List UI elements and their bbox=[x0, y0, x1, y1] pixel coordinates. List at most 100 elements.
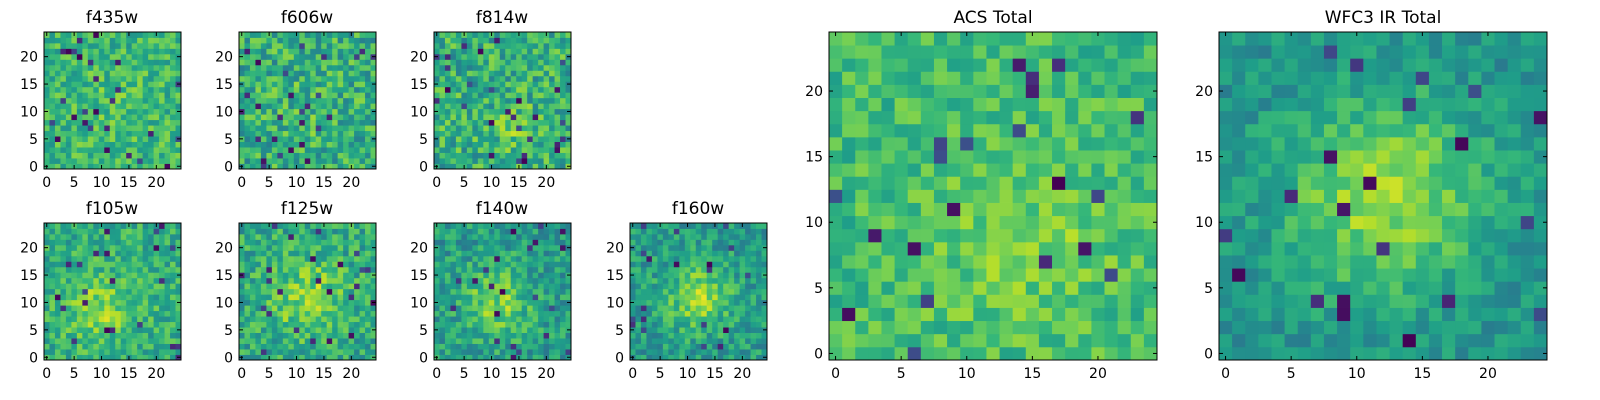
heatmap-cell bbox=[49, 53, 56, 60]
heatmap-cell bbox=[494, 327, 501, 333]
heatmap-cell bbox=[554, 233, 561, 240]
heatmap-cell bbox=[249, 97, 256, 104]
heatmap-cell bbox=[516, 152, 523, 159]
heatmap-cell bbox=[93, 70, 100, 77]
heatmap-cell bbox=[131, 48, 138, 55]
heatmap-cell bbox=[960, 320, 974, 335]
heatmap-cell bbox=[745, 343, 751, 350]
heatmap-cell bbox=[93, 349, 100, 355]
heatmap-cell bbox=[829, 163, 843, 177]
heatmap-cell bbox=[434, 321, 440, 328]
heatmap-cell bbox=[728, 316, 735, 323]
heatmap-cell bbox=[701, 305, 708, 312]
heatmap-cell bbox=[565, 37, 572, 44]
heatmap-cell bbox=[260, 32, 267, 38]
heatmap-cell bbox=[82, 299, 89, 306]
heatmap-cell bbox=[549, 32, 555, 38]
heatmap-cell bbox=[348, 349, 355, 355]
heatmap-cell bbox=[483, 354, 490, 361]
heatmap-cell bbox=[321, 239, 328, 246]
heatmap-cell bbox=[728, 239, 735, 246]
heatmap-cell bbox=[881, 333, 895, 348]
heatmap-cell bbox=[65, 125, 72, 132]
heatmap-cell bbox=[65, 119, 72, 126]
heatmap-cell bbox=[288, 354, 295, 361]
heatmap-cell bbox=[657, 266, 664, 273]
heatmap-cell bbox=[153, 349, 160, 355]
heatmap-cell bbox=[164, 42, 171, 49]
heatmap-cell bbox=[148, 349, 154, 355]
heatmap-cell bbox=[565, 114, 572, 121]
heatmap-cell bbox=[673, 305, 680, 312]
heatmap-cell bbox=[739, 283, 746, 290]
heatmap-cell bbox=[1143, 268, 1158, 282]
heatmap-cell bbox=[494, 272, 501, 279]
heatmap-cell bbox=[126, 338, 133, 344]
heatmap-cell bbox=[120, 228, 127, 235]
heatmap-cell bbox=[554, 288, 561, 295]
heatmap-cell bbox=[510, 327, 517, 333]
heatmap-cell bbox=[299, 152, 306, 159]
heatmap-cell bbox=[71, 283, 78, 290]
heatmap-cell bbox=[947, 268, 961, 282]
heatmap-cell bbox=[370, 338, 377, 344]
heatmap-cell bbox=[947, 255, 961, 269]
heatmap-cell bbox=[933, 268, 948, 282]
heatmap-cell bbox=[829, 307, 843, 322]
heatmap-cell bbox=[673, 288, 680, 295]
heatmap-cell bbox=[337, 277, 344, 284]
heatmap-cell bbox=[359, 349, 366, 355]
heatmap-cell bbox=[54, 332, 61, 339]
heatmap-cell bbox=[109, 343, 116, 350]
heatmap-cell bbox=[986, 268, 1000, 282]
heatmap-cell bbox=[271, 244, 278, 251]
heatmap-cell bbox=[1130, 346, 1145, 361]
heatmap-cell bbox=[532, 53, 539, 60]
heatmap-cell bbox=[706, 261, 713, 268]
heatmap-cell bbox=[761, 239, 768, 246]
heatmap-cell bbox=[538, 108, 544, 115]
heatmap-cell bbox=[855, 255, 869, 269]
heatmap-cell bbox=[326, 64, 333, 71]
heatmap-cell bbox=[829, 346, 843, 361]
heatmap-cell bbox=[175, 70, 182, 77]
heatmap-cell bbox=[543, 152, 550, 159]
axes-frame bbox=[433, 222, 572, 361]
heatmap-cell bbox=[488, 97, 495, 104]
heatmap-cell bbox=[684, 233, 691, 240]
heatmap-cell bbox=[466, 64, 473, 71]
heatmap-cell bbox=[93, 136, 100, 142]
heatmap-cell bbox=[304, 136, 311, 142]
heatmap-cell bbox=[44, 37, 50, 44]
heatmap-cell bbox=[277, 305, 284, 312]
heatmap-cell bbox=[505, 136, 512, 142]
heatmap-cell bbox=[321, 152, 328, 159]
heatmap-cell bbox=[494, 250, 501, 257]
x-tick-label: 15 bbox=[510, 175, 528, 191]
heatmap-cell bbox=[87, 277, 94, 284]
heatmap-cell bbox=[734, 244, 740, 251]
heatmap-cell bbox=[321, 332, 328, 339]
heatmap-cell bbox=[142, 343, 149, 350]
heatmap-cell bbox=[299, 283, 306, 290]
heatmap-cell bbox=[255, 163, 262, 170]
heatmap-cell bbox=[723, 354, 730, 361]
heatmap-cell bbox=[439, 75, 446, 82]
heatmap-cell bbox=[657, 239, 664, 246]
heatmap-cell bbox=[499, 141, 506, 148]
heatmap-cell bbox=[662, 316, 669, 323]
heatmap-cell bbox=[527, 59, 534, 66]
heatmap-cell bbox=[549, 228, 555, 235]
heatmap-cell bbox=[164, 283, 171, 290]
heatmap-cell bbox=[439, 152, 446, 159]
heatmap-cell bbox=[701, 321, 708, 328]
heatmap-cell bbox=[494, 70, 501, 77]
heatmap-cell bbox=[293, 266, 300, 273]
heatmap-cell bbox=[337, 152, 344, 159]
heatmap-cell bbox=[494, 288, 501, 295]
heatmap-cell bbox=[137, 108, 144, 115]
heatmap-cell bbox=[282, 75, 289, 82]
heatmap-cell bbox=[1065, 202, 1079, 217]
heatmap-cell bbox=[855, 333, 869, 348]
